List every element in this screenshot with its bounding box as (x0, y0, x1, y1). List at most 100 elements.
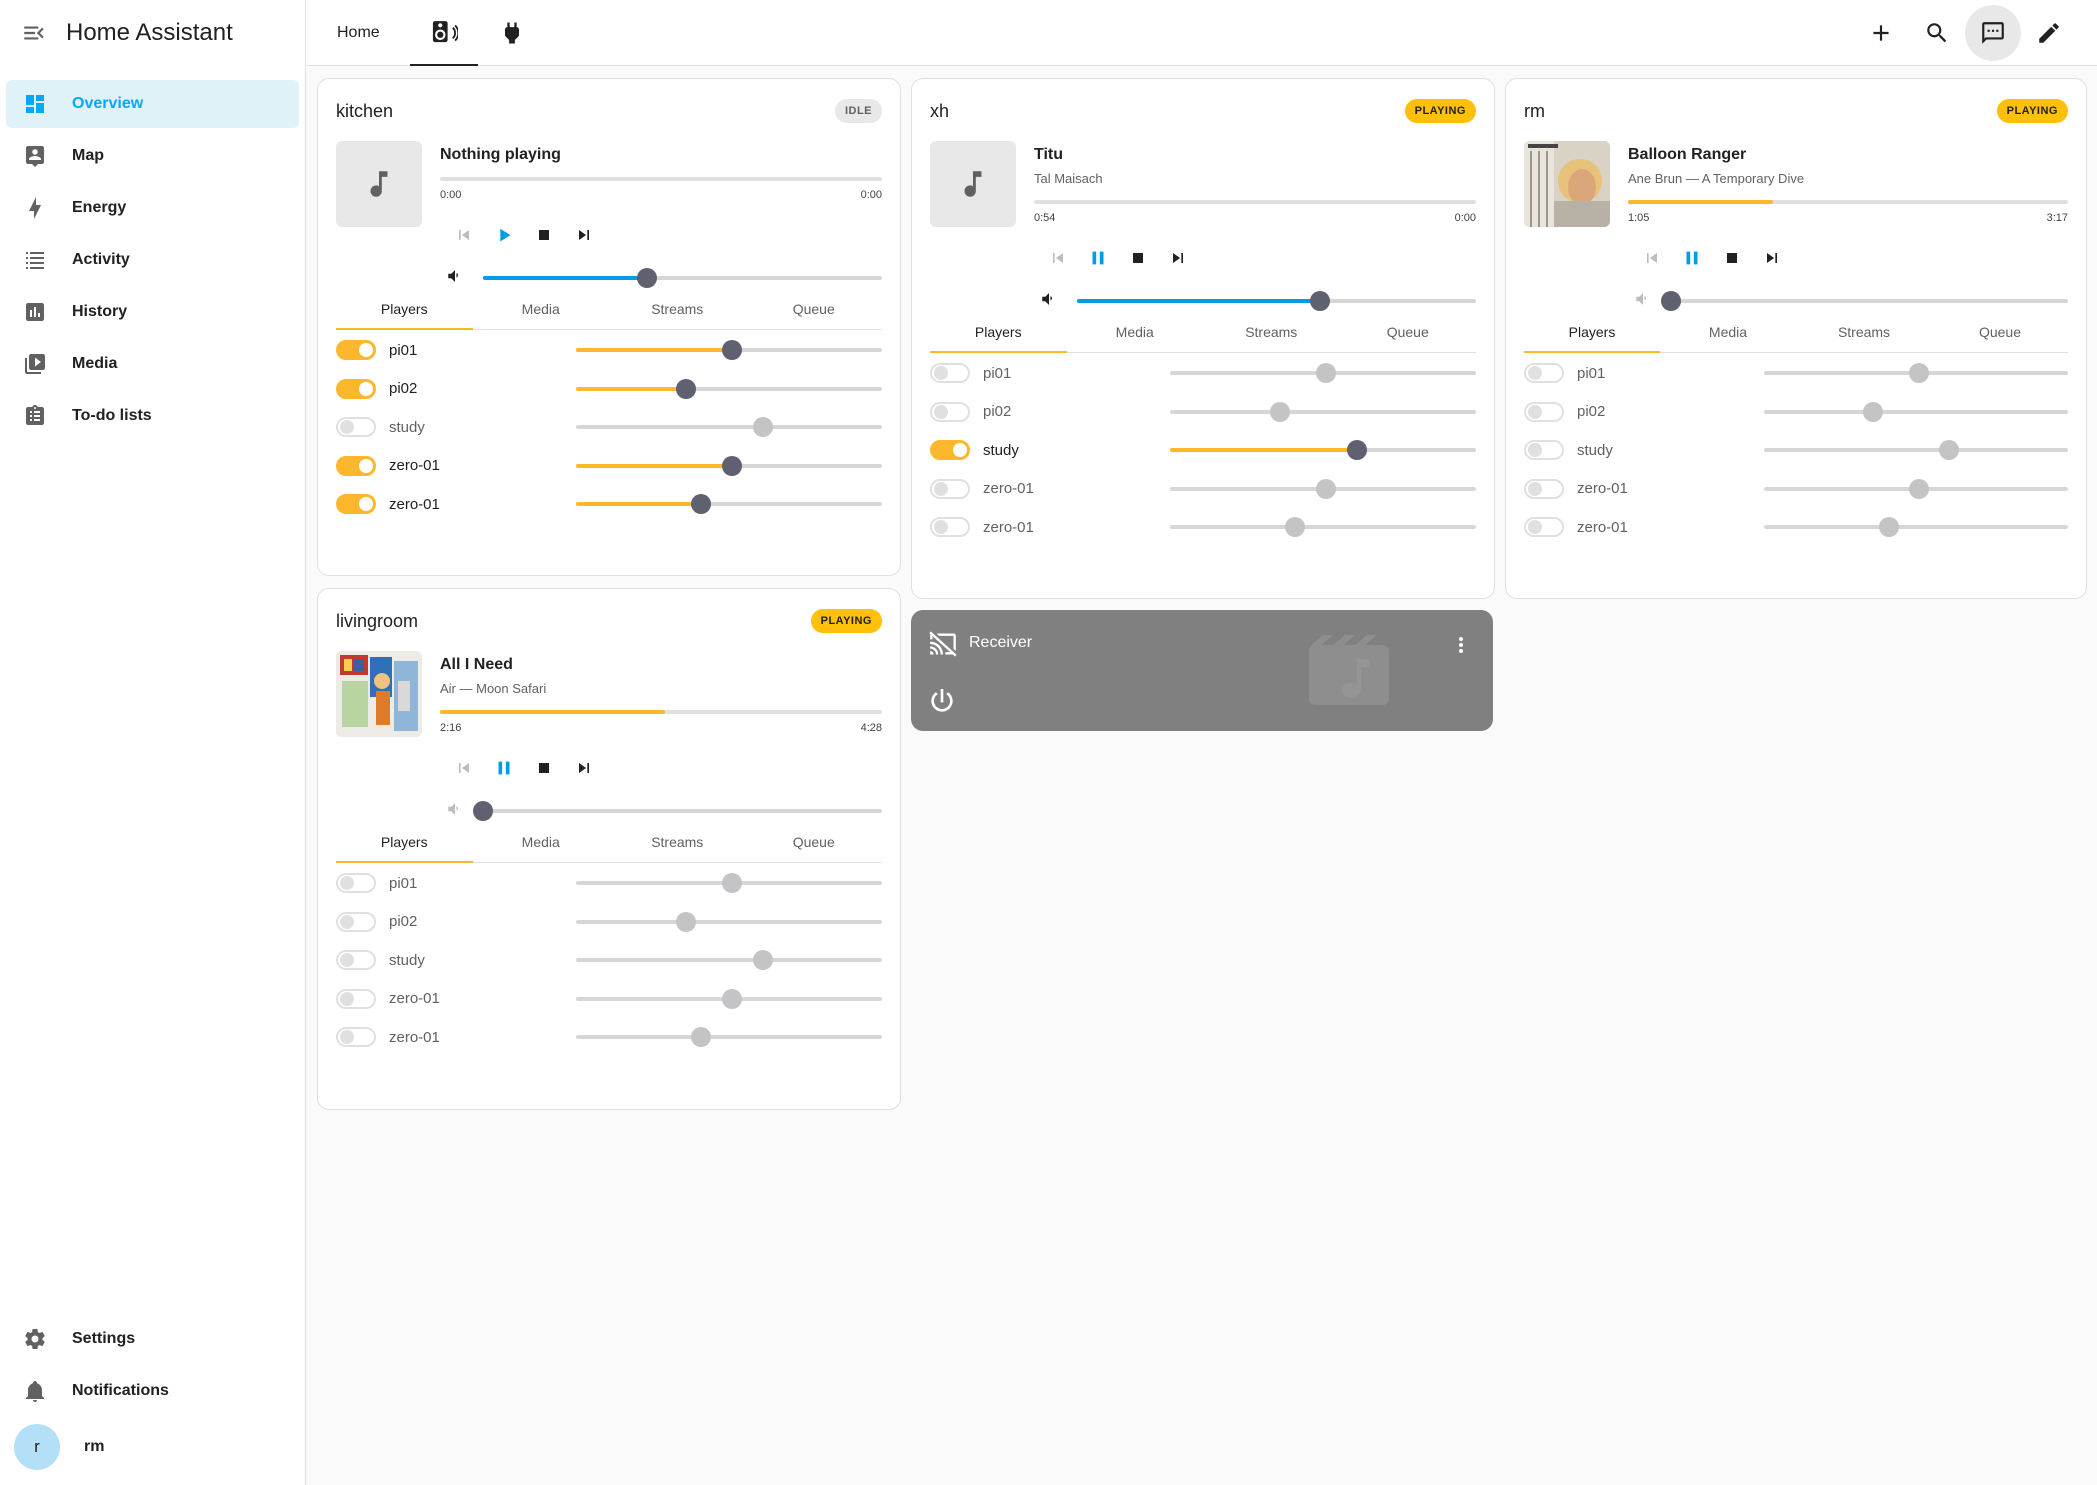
slider-knob[interactable] (473, 801, 493, 821)
volume-slider[interactable] (483, 268, 882, 288)
player-toggle[interactable] (1524, 363, 1564, 383)
power-button[interactable] (926, 685, 960, 719)
player-volume-slider[interactable] (1764, 440, 2068, 460)
next-button[interactable] (1752, 238, 1792, 278)
subtab-streams[interactable]: Streams (1837, 323, 1891, 340)
sidebar-item-notifications[interactable]: Notifications (6, 1367, 299, 1415)
stop-button[interactable] (524, 215, 564, 255)
stop-button[interactable] (1118, 238, 1158, 278)
previous-button[interactable] (1038, 238, 1078, 278)
player-toggle[interactable] (930, 363, 970, 383)
play-button[interactable] (484, 215, 524, 255)
player-volume-slider[interactable] (576, 417, 882, 437)
progress-bar[interactable] (440, 177, 882, 181)
player-toggle[interactable] (336, 911, 376, 932)
edit-button[interactable] (2021, 5, 2077, 61)
subtab-streams[interactable]: Streams (651, 833, 704, 850)
subtab-streams[interactable]: Streams (651, 300, 704, 317)
subtab-media[interactable]: Media (521, 300, 560, 317)
player-toggle[interactable] (336, 455, 376, 476)
slider-knob[interactable] (1346, 440, 1367, 460)
slider-knob[interactable] (1661, 291, 1681, 311)
subtab-media[interactable]: Media (1708, 323, 1748, 340)
slider-knob[interactable] (722, 340, 743, 360)
receiver-card[interactable]: Receiver (911, 610, 1493, 731)
slider-knob[interactable] (1939, 440, 1960, 460)
tab-plug[interactable] (478, 0, 546, 66)
pause-button[interactable] (1672, 238, 1712, 278)
player-volume-slider[interactable] (1764, 478, 2068, 499)
slider-knob[interactable] (636, 268, 657, 288)
add-button[interactable] (1853, 5, 1909, 61)
subtab-players[interactable]: Players (336, 821, 473, 863)
subtab-players[interactable]: Players (336, 288, 473, 330)
player-volume-slider[interactable] (1170, 363, 1476, 383)
volume-slider[interactable] (1661, 291, 2068, 311)
slider-knob[interactable] (1909, 478, 1930, 499)
previous-button[interactable] (444, 748, 484, 788)
next-button[interactable] (1158, 238, 1198, 278)
subtab-players[interactable]: Players (1524, 311, 1660, 353)
subtab-streams[interactable]: Streams (1245, 323, 1298, 340)
sidebar-item-map[interactable]: Map (6, 132, 299, 180)
player-toggle[interactable] (336, 340, 376, 360)
subtab-queue[interactable]: Queue (792, 300, 835, 317)
slider-knob[interactable] (722, 455, 743, 476)
subtab-queue[interactable]: Queue (1978, 323, 2022, 340)
slider-knob[interactable] (676, 378, 697, 399)
subtab-players[interactable]: Players (930, 311, 1067, 353)
slider-knob[interactable] (722, 873, 743, 893)
subtab-queue[interactable]: Queue (1386, 323, 1429, 340)
player-volume-slider[interactable] (1170, 517, 1476, 537)
next-button[interactable] (564, 215, 604, 255)
slider-knob[interactable] (1863, 401, 1884, 422)
player-volume-slider[interactable] (576, 911, 882, 932)
slider-knob[interactable] (1878, 517, 1899, 537)
slider-knob[interactable] (1316, 363, 1337, 383)
volume-muted-icon[interactable] (446, 800, 468, 822)
more-options-button[interactable] (1449, 630, 1473, 660)
player-toggle[interactable] (336, 988, 376, 1009)
player-volume-slider[interactable] (576, 873, 882, 893)
pause-button[interactable] (484, 748, 524, 788)
volume-icon[interactable] (1040, 290, 1062, 312)
tab-speaker[interactable] (409, 0, 478, 66)
player-volume-slider[interactable] (1764, 401, 2068, 422)
sidebar-user[interactable]: r rm (6, 1419, 299, 1475)
player-toggle[interactable] (336, 494, 376, 514)
slider-knob[interactable] (676, 911, 697, 932)
player-toggle[interactable] (1524, 401, 1564, 422)
previous-button[interactable] (1632, 238, 1672, 278)
sidebar-item-overview[interactable]: Overview (6, 80, 299, 128)
volume-icon[interactable] (446, 267, 468, 289)
assist-button[interactable] (1965, 5, 2021, 61)
stop-button[interactable] (1712, 238, 1752, 278)
search-button[interactable] (1909, 5, 1965, 61)
slider-knob[interactable] (1316, 478, 1337, 499)
next-button[interactable] (564, 748, 604, 788)
player-toggle[interactable] (336, 1027, 376, 1047)
sidebar-item-media[interactable]: Media (6, 340, 299, 388)
slider-knob[interactable] (1310, 291, 1331, 311)
slider-knob[interactable] (691, 1027, 712, 1047)
subtab-media[interactable]: Media (1115, 323, 1154, 340)
player-toggle[interactable] (1524, 440, 1564, 460)
sidebar-item-todo[interactable]: To-do lists (6, 392, 299, 440)
player-toggle[interactable] (930, 517, 970, 537)
player-volume-slider[interactable] (1764, 517, 2068, 537)
slider-knob[interactable] (752, 950, 773, 970)
menu-collapse-button[interactable] (18, 17, 50, 49)
player-toggle[interactable] (1524, 517, 1564, 537)
sidebar-item-activity[interactable]: Activity (6, 236, 299, 284)
slider-knob[interactable] (1270, 401, 1291, 422)
progress-bar[interactable] (1628, 200, 2068, 204)
player-volume-slider[interactable] (576, 1027, 882, 1047)
player-volume-slider[interactable] (576, 378, 882, 399)
player-toggle[interactable] (336, 417, 376, 437)
player-toggle[interactable] (930, 478, 970, 499)
volume-slider[interactable] (473, 801, 882, 821)
player-volume-slider[interactable] (576, 950, 882, 970)
slider-knob[interactable] (1909, 363, 1930, 383)
slider-knob[interactable] (691, 494, 712, 514)
stop-button[interactable] (524, 748, 564, 788)
